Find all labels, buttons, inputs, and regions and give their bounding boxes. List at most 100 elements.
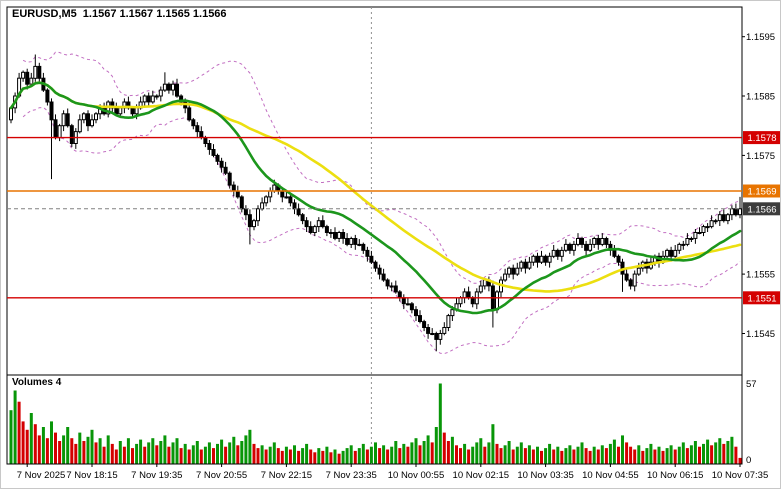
- candle-body: [252, 220, 256, 228]
- candle-body: [389, 285, 394, 288]
- candle-body: [357, 243, 362, 246]
- volume-bar: [519, 442, 523, 464]
- volume-bar: [143, 446, 147, 464]
- price-level-badge: [743, 184, 780, 198]
- volume-bar: [661, 450, 665, 464]
- candle-body: [563, 243, 568, 251]
- time-tick-label: 10 Nov 06:15: [647, 470, 704, 481]
- candle-body: [130, 107, 135, 115]
- candle-body: [531, 255, 536, 263]
- volume-bar: [600, 445, 604, 464]
- volume-bar: [479, 438, 483, 464]
- candle-body: [446, 315, 451, 329]
- candle-body: [235, 190, 240, 198]
- volume-bar: [738, 457, 742, 464]
- candle-body: [77, 119, 82, 133]
- volume-bar: [572, 449, 576, 464]
- candle-body: [369, 255, 374, 263]
- volume-bar: [288, 449, 292, 464]
- volume-bar: [467, 449, 471, 464]
- volume-bar: [106, 435, 110, 464]
- volume-bar: [653, 449, 657, 464]
- volume-bar: [564, 448, 568, 464]
- volume-bar: [406, 446, 410, 464]
- volume-bar: [536, 446, 539, 464]
- volume-bar: [402, 443, 406, 464]
- candle-body: [442, 327, 447, 334]
- volume-bar: [369, 446, 373, 464]
- candle-body: [37, 65, 42, 79]
- candle-body: [535, 255, 540, 263]
- time-axis[interactable]: 7 Nov 2025 7 Nov 18:15 7 Nov 19:35 7 Nov 20…: [17, 464, 769, 481]
- candle-body: [142, 95, 147, 103]
- candle-body: [571, 243, 576, 251]
- volume-bar: [693, 441, 697, 464]
- candle-body: [438, 333, 443, 340]
- candle-body: [284, 196, 289, 199]
- candle-body: [171, 83, 175, 91]
- candle-body: [353, 238, 358, 245]
- price-tick-label: 1.1555: [746, 270, 775, 281]
- volume-bar: [685, 448, 689, 464]
- volume-bar: [333, 449, 337, 464]
- volume-bar: [560, 450, 564, 464]
- candle-body: [150, 95, 155, 103]
- candle-body: [247, 214, 252, 228]
- candle-body: [191, 119, 196, 127]
- candle-body: [162, 83, 167, 91]
- candle-body: [580, 238, 584, 245]
- volume-bar: [621, 435, 624, 464]
- candle-body: [25, 71, 30, 85]
- candle-body: [717, 214, 722, 222]
- candle-body: [482, 279, 487, 287]
- volume-bar: [297, 450, 301, 464]
- volume-bar: [459, 448, 462, 464]
- candle-body: [381, 273, 386, 281]
- volume-bar: [446, 441, 450, 464]
- volume-bar: [475, 442, 479, 464]
- volume-bar: [398, 448, 402, 464]
- volume-bar: [382, 445, 386, 464]
- volume-bar: [54, 432, 57, 464]
- candle-body: [409, 303, 414, 311]
- price-badge-label: 1.1551: [747, 293, 776, 304]
- volume-bar: [702, 443, 705, 464]
- candle-body: [264, 196, 269, 204]
- candle-body: [713, 220, 718, 223]
- volume-bar: [596, 449, 600, 464]
- candle-body: [280, 190, 285, 198]
- candle-body: [551, 249, 556, 257]
- candle-body: [312, 226, 317, 234]
- candle-body: [57, 125, 62, 139]
- volume-bar: [523, 448, 527, 464]
- candle-body: [507, 267, 512, 275]
- time-tick-label: 10 Nov 07:35: [712, 470, 769, 481]
- candle-body: [503, 273, 508, 281]
- candle-body: [397, 291, 402, 299]
- candle-body: [377, 267, 382, 275]
- candle-body: [576, 238, 580, 245]
- volume-bar: [199, 449, 203, 464]
- candle-body: [515, 267, 520, 275]
- volume-bar: [540, 450, 543, 464]
- candle-body: [584, 243, 589, 251]
- volume-bar: [552, 449, 556, 464]
- volume-bar: [390, 446, 394, 464]
- volume-bar: [17, 401, 21, 464]
- candle-body: [539, 255, 544, 263]
- candle-body: [677, 243, 682, 251]
- volume-bar: [118, 441, 122, 464]
- candle-body: [600, 238, 605, 245]
- volume-bar: [325, 446, 329, 464]
- candle-body: [511, 267, 516, 275]
- candle-body: [199, 131, 204, 139]
- time-tick-label: 7 Nov 19:35: [131, 470, 182, 481]
- candle-body: [203, 137, 208, 145]
- volume-bar: [33, 424, 37, 464]
- volume-bar: [224, 446, 228, 464]
- candle-body: [118, 107, 123, 115]
- candle-body: [434, 333, 439, 340]
- volume-bar: [102, 446, 106, 464]
- price-axis[interactable]: 1.1595 1.1585 1.1575 1.1555 1.1545 1.1578 1.15…: [742, 32, 781, 466]
